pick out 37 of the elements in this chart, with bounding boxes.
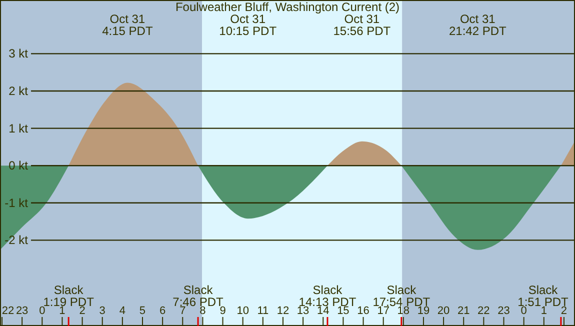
x-tick-label: 21	[457, 305, 470, 317]
y-tick-label: -2 kt	[4, 233, 29, 248]
y-tick-label: 2 kt	[8, 84, 29, 98]
x-tick-label: 2	[79, 305, 86, 317]
x-tick-label: 5	[139, 305, 146, 317]
y-tick-label: 3 kt	[8, 46, 29, 61]
x-tick-label: 10	[236, 305, 249, 317]
annotation: Oct 31 21:42 PDT	[448, 12, 508, 38]
x-tick-label: 18	[397, 305, 410, 317]
x-tick-label: 23	[16, 305, 28, 317]
x-tick-label: 14	[317, 305, 330, 317]
x-tick-label: 7	[180, 305, 186, 317]
x-tick-label: 22	[478, 305, 490, 317]
x-tick-label: 1	[59, 305, 66, 317]
annotation: Oct 31 4:15 PDT	[102, 12, 154, 38]
x-tick-label: 16	[357, 305, 370, 317]
x-tick-label: 20	[437, 305, 450, 317]
annotation: Oct 31 15:56 PDT	[333, 12, 392, 38]
x-tick-label: 12	[276, 305, 290, 317]
x-tick-label: 8	[200, 305, 206, 317]
annotation: Oct 31 10:15 PDT	[219, 12, 278, 38]
x-tick-label: 0	[520, 305, 527, 317]
x-tick-label: 11	[257, 305, 269, 317]
x-tick-label: 4	[119, 305, 126, 317]
chart-title: Foulweather Bluff, Washington Current (2)	[175, 0, 400, 14]
x-tick-label: 9	[220, 305, 226, 317]
x-tick-label: 17	[377, 305, 390, 317]
x-tick-label: 1	[540, 305, 547, 317]
y-tick-label: -1 kt	[4, 196, 29, 210]
y-tick-label: 1 kt	[8, 121, 29, 136]
x-tick-label: 3	[99, 305, 106, 317]
x-tick-label: 0	[39, 305, 46, 317]
x-tick-label: 2	[560, 305, 568, 317]
x-tick-label: 23	[498, 305, 510, 317]
x-tick-label: 22	[2, 305, 14, 317]
x-tick-label: 6	[160, 305, 166, 317]
x-tick-label: 13	[296, 305, 310, 317]
